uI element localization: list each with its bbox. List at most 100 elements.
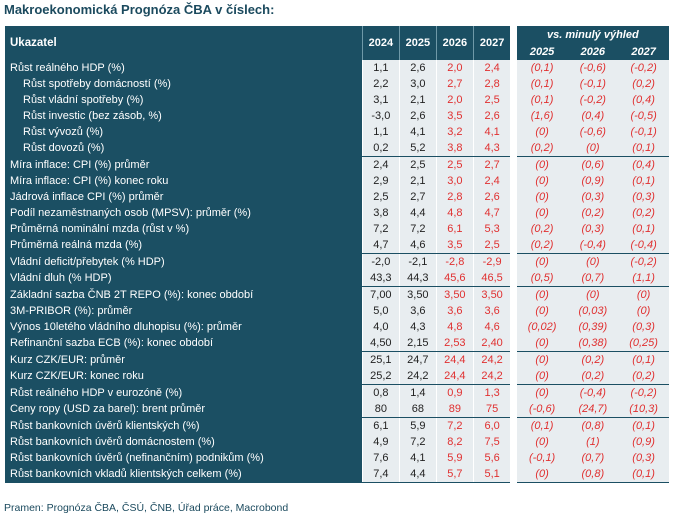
value-cell: 2,9 — [361, 173, 400, 189]
row-label: 3M-PRIBOR (%): průměr — [5, 303, 363, 319]
table-row: 3M-PRIBOR (%): průměr 5,0 3,6 3,6 3,6 (0) (0,0… — [5, 303, 669, 319]
value-cell: 7,2 — [361, 221, 400, 237]
vs-previous-cell: (0,9) — [567, 173, 619, 189]
vs-previous-cell: (0,8) — [567, 417, 619, 434]
row-label: Průměrná reálná mzda (%) — [5, 237, 363, 254]
value-cell: 2,4 — [472, 173, 511, 189]
value-cell: 3,50 — [435, 286, 474, 303]
vs-previous-cell: (0,8) — [567, 466, 619, 483]
vs-previous-cell: (0) — [516, 335, 568, 352]
vs-previous-cell: (0) — [516, 351, 568, 368]
value-cell: 2,5 — [472, 92, 511, 108]
vs-previous-cell: (-0,4) — [618, 237, 669, 254]
vs-previous-cell: (0) — [516, 124, 568, 140]
value-cell: 44,3 — [398, 270, 437, 287]
vs-previous-cell: (0,4) — [618, 156, 669, 173]
value-cell: -2,0 — [361, 253, 400, 270]
row-label: Kurz CZK/EUR: konec roku — [5, 368, 363, 385]
table-row: Růst reálného HDP (%) 1,1 2,6 2,0 2,4 (0,1) (-… — [5, 60, 669, 76]
table-row: Růst spotřeby domácností (%) 2,2 3,0 2,7 2,8… — [5, 76, 669, 92]
vs-previous-cell: (10,3) — [618, 401, 669, 418]
value-cell: 25,1 — [361, 351, 400, 368]
value-cell: 2,7 — [472, 156, 511, 173]
row-label: Růst spotřeby domácností (%) — [5, 76, 363, 92]
vs-previous-cell: (0,1) — [516, 76, 568, 92]
value-cell: 25,2 — [361, 368, 400, 385]
vs-previous-cell: (0,2) — [516, 237, 568, 254]
vs-previous-cell: (0) — [618, 303, 669, 319]
value-cell: -2,8 — [435, 253, 474, 270]
vs-previous-cell: (-0,2) — [618, 60, 669, 76]
vs-previous-cell: (0,1) — [618, 140, 669, 157]
value-cell: 0,9 — [435, 384, 474, 401]
vs-previous-cell: (0,2) — [618, 76, 669, 92]
value-cell: 3,2 — [435, 124, 474, 140]
vs-previous-cell: (0) — [516, 205, 568, 221]
value-cell: 4,7 — [472, 205, 511, 221]
value-cell: 2,53 — [435, 335, 474, 352]
value-cell: 4,1 — [398, 450, 437, 466]
value-cell: 2,15 — [398, 335, 437, 352]
value-cell: 2,6 — [398, 108, 437, 124]
value-cell: 5,9 — [398, 417, 437, 434]
row-label: Jádrová inflace CPI (%) průměr — [5, 189, 363, 205]
table-row: Růst reálného HDP v eurozóně (%) 0,8 1,4 0,… — [5, 384, 669, 401]
value-cell: 5,2 — [398, 140, 437, 157]
vs-previous-cell: (0,03) — [567, 303, 619, 319]
value-cell: 3,50 — [472, 286, 511, 303]
vs-previous-cell: (-0,1) — [567, 76, 619, 92]
value-cell: 7,5 — [472, 434, 511, 450]
value-cell: 1,3 — [472, 384, 511, 401]
vs-previous-cell: (0) — [516, 173, 568, 189]
value-cell: 6,1 — [435, 221, 474, 237]
value-cell: 2,8 — [435, 189, 474, 205]
table-row: Míra inflace: CPI (%) konec roku 2,9 2,1 3,… — [5, 173, 669, 189]
table-row: Průměrná nominální mzda (růst v %) 7,2 7,2… — [5, 221, 669, 237]
value-cell: 3,50 — [398, 286, 437, 303]
value-cell: 2,6 — [398, 60, 437, 76]
header-vs-previous: vs. minulý výhled — [516, 26, 669, 43]
header-year: 2024 — [361, 26, 400, 60]
value-cell: 4,1 — [398, 124, 437, 140]
vs-previous-cell: (0,38) — [567, 335, 619, 352]
value-cell: 2,4 — [472, 60, 511, 76]
value-cell: 1,1 — [361, 124, 400, 140]
table-row: Růst bankovních vkladů klientských celke… — [5, 466, 669, 483]
table-row: Vládní deficit/přebytek (% HDP) -2,0 -2,1-… — [5, 253, 669, 270]
table-row: Průměrná reálná mzda (%) 4,7 4,6 3,5 2,5 (0,2… — [5, 237, 669, 254]
value-cell: 3,0 — [435, 173, 474, 189]
value-cell: 2,5 — [398, 156, 437, 173]
value-cell: 2,5 — [435, 156, 474, 173]
value-cell: 43,3 — [361, 270, 400, 287]
vs-previous-cell: (0,2) — [516, 221, 568, 237]
value-cell: 3,1 — [361, 92, 400, 108]
value-cell: 7,6 — [361, 450, 400, 466]
value-cell: 2,1 — [398, 92, 437, 108]
value-cell: 7,2 — [435, 417, 474, 434]
row-label: Růst bankovních úvěrů klientských (%) — [5, 417, 363, 434]
vs-previous-cell: (0,2) — [567, 205, 619, 221]
value-cell: 2,40 — [472, 335, 511, 352]
value-cell: 24,7 — [398, 351, 437, 368]
forecast-table: Ukazatel 2024 2025 2026 2027 vs. minulý … — [5, 26, 669, 483]
vs-previous-cell: (1) — [567, 434, 619, 450]
vs-previous-cell: (-0,1) — [618, 124, 669, 140]
vs-previous-cell: (0,1) — [516, 92, 568, 108]
header-year: 2027 — [472, 26, 511, 60]
value-cell: 2,7 — [398, 189, 437, 205]
table-row: Výnos 10letého vládního dluhopisu (%): p… — [5, 319, 669, 335]
vs-previous-cell: (-0,5) — [618, 108, 669, 124]
row-label: Růst reálného HDP v eurozóně (%) — [5, 384, 363, 401]
vs-previous-cell: (0,2) — [516, 140, 568, 157]
row-label: Podíl nezaměstnaných osob (MPSV): průměr… — [5, 205, 363, 221]
row-label: Vládní dluh (% HDP) — [5, 270, 363, 287]
row-label: Růst bankovních úvěrů (nefinančním) podn… — [5, 450, 363, 466]
vs-previous-cell: (0) — [516, 384, 568, 401]
value-cell: 3,5 — [435, 237, 474, 254]
table-row: Míra inflace: CPI (%) průměr 2,4 2,5 2,5 2,7… — [5, 156, 669, 173]
value-cell: 68 — [398, 401, 437, 418]
table-row: Jádrová inflace CPI (%) průměr 2,5 2,7 2,8 2… — [5, 189, 669, 205]
vs-previous-cell: (0,6) — [567, 156, 619, 173]
vs-previous-cell: (0,4) — [567, 108, 619, 124]
value-cell: 4,50 — [361, 335, 400, 352]
